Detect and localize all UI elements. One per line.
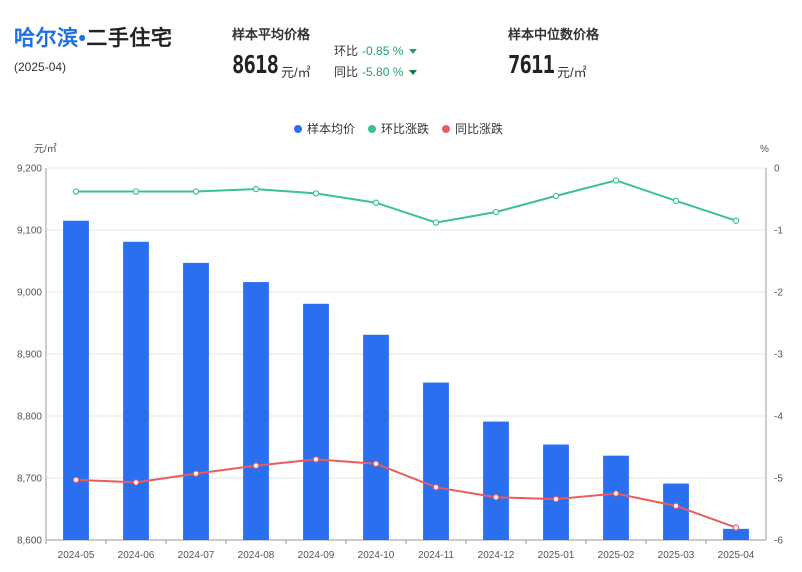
median-price-label: 样本中位数价格 bbox=[508, 27, 600, 42]
yoy-label: 同比 bbox=[334, 65, 359, 79]
x-tick-label: 2024-05 bbox=[58, 550, 95, 561]
x-tick-label: 2024-08 bbox=[238, 550, 275, 561]
point-mom-change bbox=[672, 197, 680, 205]
legend-marker bbox=[368, 125, 376, 133]
point-mom-change bbox=[192, 188, 200, 195]
point-yoy-change bbox=[252, 462, 260, 469]
x-tick-label: 2024-09 bbox=[298, 550, 335, 561]
mom-label: 环比 bbox=[334, 44, 359, 58]
point-yoy-change bbox=[372, 460, 380, 467]
bar-avg-price bbox=[243, 282, 269, 540]
point-yoy-change bbox=[432, 484, 440, 491]
housing-type: 二手住宅 bbox=[86, 27, 173, 50]
down-triangle-icon bbox=[409, 49, 418, 55]
bar-avg-price bbox=[603, 455, 629, 540]
bar-avg-price bbox=[123, 241, 149, 540]
report-period: (2025-04) bbox=[14, 60, 67, 74]
left-tick-label: 8,700 bbox=[17, 474, 42, 485]
left-tick-label: 8,800 bbox=[17, 412, 42, 423]
point-mom-change bbox=[252, 185, 260, 193]
legend-marker bbox=[294, 125, 302, 133]
avg-price-unit: 元/㎡ bbox=[281, 65, 311, 80]
legend-marker bbox=[442, 125, 450, 133]
point-yoy-change bbox=[732, 524, 740, 531]
right-tick-label: -5 bbox=[774, 474, 783, 485]
bar-avg-price bbox=[63, 220, 89, 540]
bar-avg-price bbox=[723, 528, 749, 540]
left-tick-label: 9,000 bbox=[17, 288, 42, 299]
point-yoy-change bbox=[612, 490, 620, 497]
legend-label: 环比涨跌 bbox=[381, 121, 429, 136]
legend-label: 样本均价 bbox=[307, 121, 355, 136]
point-yoy-change bbox=[552, 495, 560, 503]
down-triangle-icon bbox=[409, 70, 418, 76]
avg-price-label: 样本平均价格 bbox=[232, 27, 311, 42]
yoy-value: -5.80 % bbox=[362, 65, 404, 79]
point-mom-change bbox=[72, 188, 80, 195]
point-yoy-change bbox=[192, 470, 200, 477]
avg-price-value: 8618 bbox=[232, 50, 279, 79]
point-mom-change bbox=[132, 188, 140, 195]
x-tick-label: 2025-04 bbox=[718, 550, 755, 561]
right-axis-unit: % bbox=[760, 144, 769, 155]
left-tick-label: 9,200 bbox=[17, 164, 42, 175]
point-mom-change bbox=[372, 199, 380, 206]
point-mom-change bbox=[552, 192, 560, 200]
bar-avg-price bbox=[483, 421, 509, 540]
bar-avg-price bbox=[543, 444, 569, 540]
x-tick-label: 2025-03 bbox=[658, 550, 695, 561]
right-tick-label: -4 bbox=[774, 412, 783, 423]
point-yoy-change bbox=[492, 494, 500, 501]
legend-label: 同比涨跌 bbox=[455, 121, 503, 136]
line-yoy-change bbox=[75, 458, 737, 529]
right-tick-label: 0 bbox=[774, 164, 780, 175]
city-name: 哈尔滨 bbox=[14, 27, 79, 50]
point-yoy-change bbox=[72, 476, 80, 484]
x-tick-label: 2024-06 bbox=[118, 550, 155, 561]
left-tick-label: 8,600 bbox=[17, 536, 42, 547]
x-tick-label: 2024-07 bbox=[178, 550, 215, 561]
right-tick-label: -2 bbox=[774, 288, 783, 299]
yoy-change: 同比 -5.80 % bbox=[334, 63, 418, 80]
bar-avg-price bbox=[183, 262, 209, 540]
median-price-unit: 元/㎡ bbox=[557, 65, 587, 80]
left-axis-unit: 元/㎡ bbox=[34, 143, 57, 155]
median-price-value: 7611 bbox=[508, 50, 555, 79]
point-yoy-change bbox=[132, 479, 140, 486]
x-tick-label: 2024-12 bbox=[478, 550, 515, 561]
x-tick-label: 2024-10 bbox=[358, 550, 395, 561]
right-tick-label: -6 bbox=[774, 536, 783, 547]
point-yoy-change bbox=[672, 502, 680, 510]
point-yoy-change bbox=[312, 456, 320, 463]
bar-avg-price bbox=[663, 483, 689, 540]
mom-value: -0.85 % bbox=[362, 44, 404, 58]
left-tick-label: 8,900 bbox=[17, 350, 42, 361]
mom-change: 环比 -0.85 % bbox=[334, 42, 418, 59]
x-tick-label: 2025-02 bbox=[598, 550, 635, 561]
page-title: 哈尔滨•二手住宅 bbox=[14, 22, 172, 52]
x-tick-label: 2024-11 bbox=[418, 550, 454, 561]
point-mom-change bbox=[492, 208, 500, 216]
right-tick-label: -1 bbox=[774, 226, 783, 237]
line-mom-change bbox=[76, 179, 737, 224]
title-dot: • bbox=[78, 27, 87, 50]
bar-avg-price bbox=[363, 334, 389, 540]
point-mom-change bbox=[732, 217, 740, 224]
bar-avg-price bbox=[303, 303, 329, 540]
right-tick-label: -3 bbox=[774, 350, 783, 361]
point-mom-change bbox=[612, 177, 620, 184]
point-mom-change bbox=[312, 190, 320, 197]
x-tick-label: 2025-01 bbox=[538, 550, 575, 561]
point-mom-change bbox=[432, 219, 440, 226]
bar-avg-price bbox=[423, 382, 449, 540]
left-tick-label: 9,100 bbox=[17, 226, 42, 237]
